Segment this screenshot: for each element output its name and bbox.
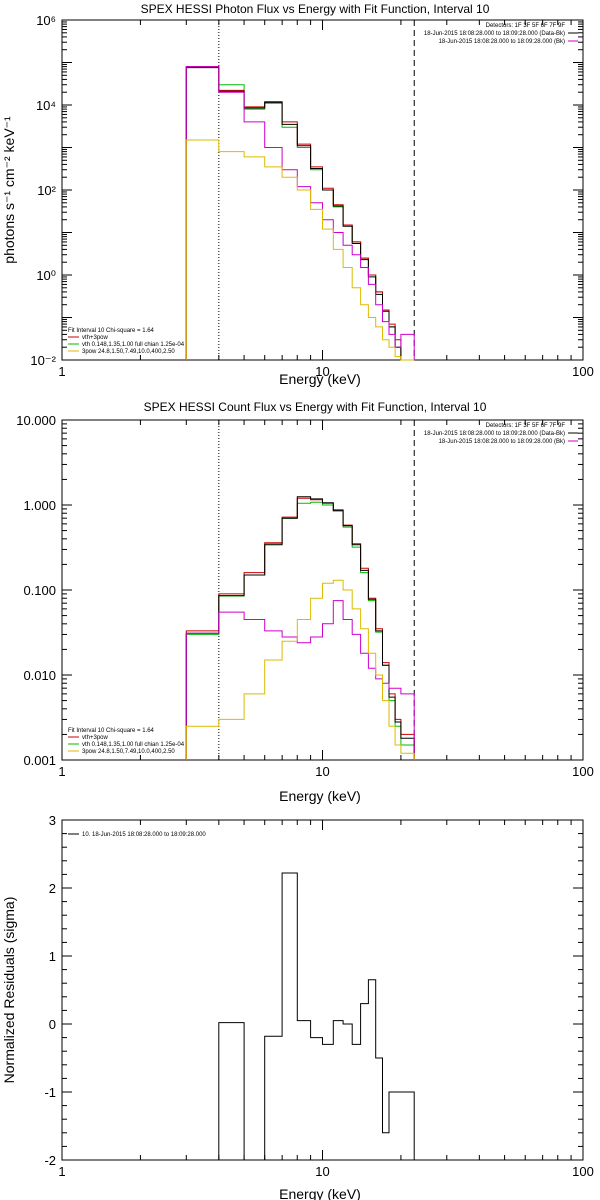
series-histogram [185, 496, 415, 760]
y-tick-label: 3 [49, 813, 56, 828]
legend-left-entry: vth 0.148,1.35,1.00 full chian 1.25e-04 [82, 342, 185, 348]
chart-title: SPEX HESSI Count Flux vs Energy with Fit… [144, 400, 487, 414]
x-axis-label: Energy (keV) [279, 788, 361, 804]
x-tick-label: 10 [315, 364, 329, 379]
legend-left-entry: vth 0.148,1.35,1.00 full chian 1.25e-04 [82, 742, 185, 748]
legend-left-entry: Fit Interval 10 Chi-square = 1.64 [68, 728, 155, 734]
x-tick-label: 100 [572, 764, 594, 779]
legend-right-entry: Detectors: 1F 3F 5F 6F 7F 9F [486, 23, 566, 29]
x-tick-label: 1 [58, 1164, 65, 1179]
y-tick-label: 1 [49, 949, 56, 964]
legend-left-entry: 3pow 24.8,1.50,7.49,10.0,400,2.50 [82, 349, 175, 355]
legend-right-entry: Detectors: 1F 3F 5F 6F 7F 9F [486, 423, 566, 429]
y-tick-label: 0.100 [23, 583, 56, 598]
legend-left-entry: 3pow 24.8,1.50,7.49,10.0,400,2.50 [82, 749, 175, 755]
x-axis-label: Energy (keV) [279, 1186, 361, 1200]
x-tick-label: 10 [315, 764, 329, 779]
x-axis-label: Energy (keV) [279, 371, 361, 387]
x-tick-label: 100 [572, 364, 594, 379]
count-flux-panel: SPEX HESSI Count Flux vs Energy with Fit… [16, 400, 594, 804]
y-tick-label: 0.001 [23, 753, 56, 768]
legend-left-entry: vth+3pow [82, 735, 109, 741]
chart-title: SPEX HESSI Photon Flux vs Energy with Fi… [141, 2, 490, 16]
y-tick-label: 2 [49, 881, 56, 896]
series-histogram [185, 139, 415, 361]
legend-right-entry: 18-Jun-2015 18:08:28.000 to 18:09:28.000… [424, 431, 565, 437]
y-tick-label: 1.000 [23, 498, 56, 513]
y-tick-label: 10.000 [16, 413, 56, 428]
series-histogram [185, 66, 415, 361]
y-tick-label: 10⁰ [36, 268, 56, 283]
y-tick-label: 10⁶ [36, 13, 56, 28]
y-tick-label: 0.010 [23, 668, 56, 683]
y-tick-label: 10⁴ [36, 98, 56, 113]
x-tick-label: 1 [58, 764, 65, 779]
series-histogram [185, 600, 415, 760]
x-tick-label: 10 [315, 1164, 329, 1179]
series-histogram [185, 579, 415, 760]
y-axis-label: photons s⁻¹ cm⁻² keV⁻¹ [1, 116, 17, 264]
x-tick-label: 100 [572, 1164, 594, 1179]
series-histogram [218, 872, 415, 1161]
series-histogram [185, 497, 415, 760]
legend-left-entry: Fit Interval 10 Chi-square = 1.64 [68, 328, 155, 334]
y-axis-label: Normalized Residuals (sigma) [1, 897, 17, 1084]
legend-right-entry: 18-Jun-2015 18:08:28.000 to 18:09:28.000… [439, 39, 565, 45]
legend-right-entry: 18-Jun-2015 18:08:28.000 to 18:09:28.000… [424, 31, 565, 37]
series-histogram [185, 66, 415, 361]
residuals-panel: Energy (keV) Normalized Residuals (sigma… [1, 813, 594, 1200]
series-histogram [185, 67, 415, 361]
series-histogram [185, 66, 415, 360]
legend-left-entry: vth+3pow [82, 335, 109, 341]
y-tick-label: 10² [37, 183, 56, 198]
legend-left-entry: 10. 18-Jun-2015 18:08:28.000 to 18:09:28… [82, 832, 206, 838]
y-tick-label: -2 [44, 1153, 56, 1168]
y-tick-label: 10⁻² [30, 353, 56, 368]
y-tick-label: -1 [44, 1085, 56, 1100]
y-tick-label: 0 [49, 1017, 56, 1032]
legend-right-entry: 18-Jun-2015 18:08:28.000 to 18:09:28.000… [439, 439, 565, 445]
x-tick-label: 1 [58, 364, 65, 379]
plot-frame [61, 819, 584, 1161]
photon-flux-panel: SPEX HESSI Photon Flux vs Energy with Fi… [1, 2, 594, 387]
